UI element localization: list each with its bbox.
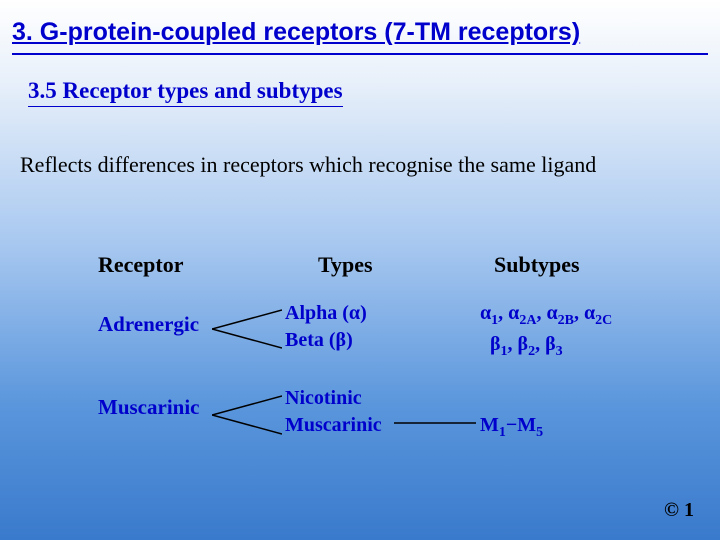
types-muscarinic: NicotinicMuscarinic [285,385,382,439]
row-label-adrenergic: Adrenergic [98,312,199,337]
column-header-receptor: Receptor [98,252,184,278]
row-label-muscarinic: Muscarinic [98,395,199,420]
column-header-subtypes: Subtypes [494,252,580,278]
copyright-label: © 1 [664,499,694,522]
title-bar: 3. G-protein-coupled receptors (7-TM rec… [12,18,708,55]
page-title: 3. G-protein-coupled receptors (7-TM rec… [12,18,580,46]
subtypes-muscarinic: M1−M5 [480,412,543,443]
column-header-types: Types [318,252,373,278]
connector-line-icon [394,420,476,426]
body-text: Reflects differences in receptors which … [20,152,596,178]
connector-fork-icon [212,388,282,442]
connector-fork-icon [212,302,282,356]
types-adrenergic: Alpha (α)Beta (β) [285,300,367,354]
section-subtitle: 3.5 Receptor types and subtypes [28,78,343,107]
subtypes-adrenergic: α1, α2A, α2B, α2Cβ1, β2, β3 [480,300,612,362]
